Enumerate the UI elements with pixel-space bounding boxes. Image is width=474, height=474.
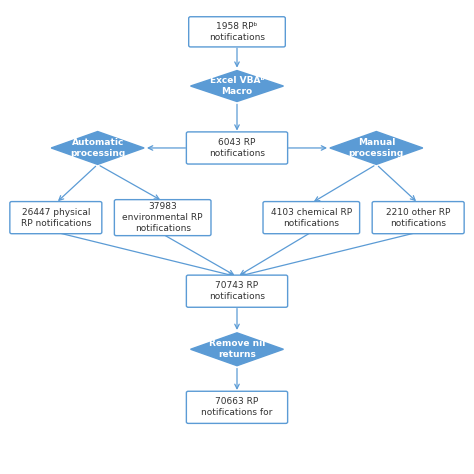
Text: Automatic
processing: Automatic processing bbox=[70, 138, 125, 158]
Text: Manual
processing: Manual processing bbox=[349, 138, 404, 158]
Text: 4103 chemical RP
notifications: 4103 chemical RP notifications bbox=[271, 208, 352, 228]
Text: 70663 RP
notifications for: 70663 RP notifications for bbox=[201, 397, 273, 418]
Text: 26447 physical
RP notifications: 26447 physical RP notifications bbox=[20, 208, 91, 228]
Text: Remove nil
returns: Remove nil returns bbox=[209, 339, 265, 359]
Polygon shape bbox=[51, 131, 144, 164]
FancyBboxPatch shape bbox=[189, 17, 285, 47]
FancyBboxPatch shape bbox=[263, 201, 360, 234]
FancyBboxPatch shape bbox=[186, 275, 288, 307]
Text: 37983
environmental RP
notifications: 37983 environmental RP notifications bbox=[122, 202, 203, 233]
FancyBboxPatch shape bbox=[372, 201, 464, 234]
Text: 6043 RP
notifications: 6043 RP notifications bbox=[209, 138, 265, 158]
FancyBboxPatch shape bbox=[114, 200, 211, 236]
FancyBboxPatch shape bbox=[186, 132, 288, 164]
Text: 1958 RPᵇ
notifications: 1958 RPᵇ notifications bbox=[209, 22, 265, 42]
Text: 2210 other RP
notifications: 2210 other RP notifications bbox=[386, 208, 450, 228]
Polygon shape bbox=[191, 333, 283, 366]
FancyBboxPatch shape bbox=[186, 391, 288, 423]
Polygon shape bbox=[330, 131, 423, 164]
Text: Excel VBAᵇ
Macro: Excel VBAᵇ Macro bbox=[210, 76, 264, 96]
Polygon shape bbox=[191, 71, 283, 101]
FancyBboxPatch shape bbox=[10, 201, 102, 234]
Text: 70743 RP
notifications: 70743 RP notifications bbox=[209, 281, 265, 301]
